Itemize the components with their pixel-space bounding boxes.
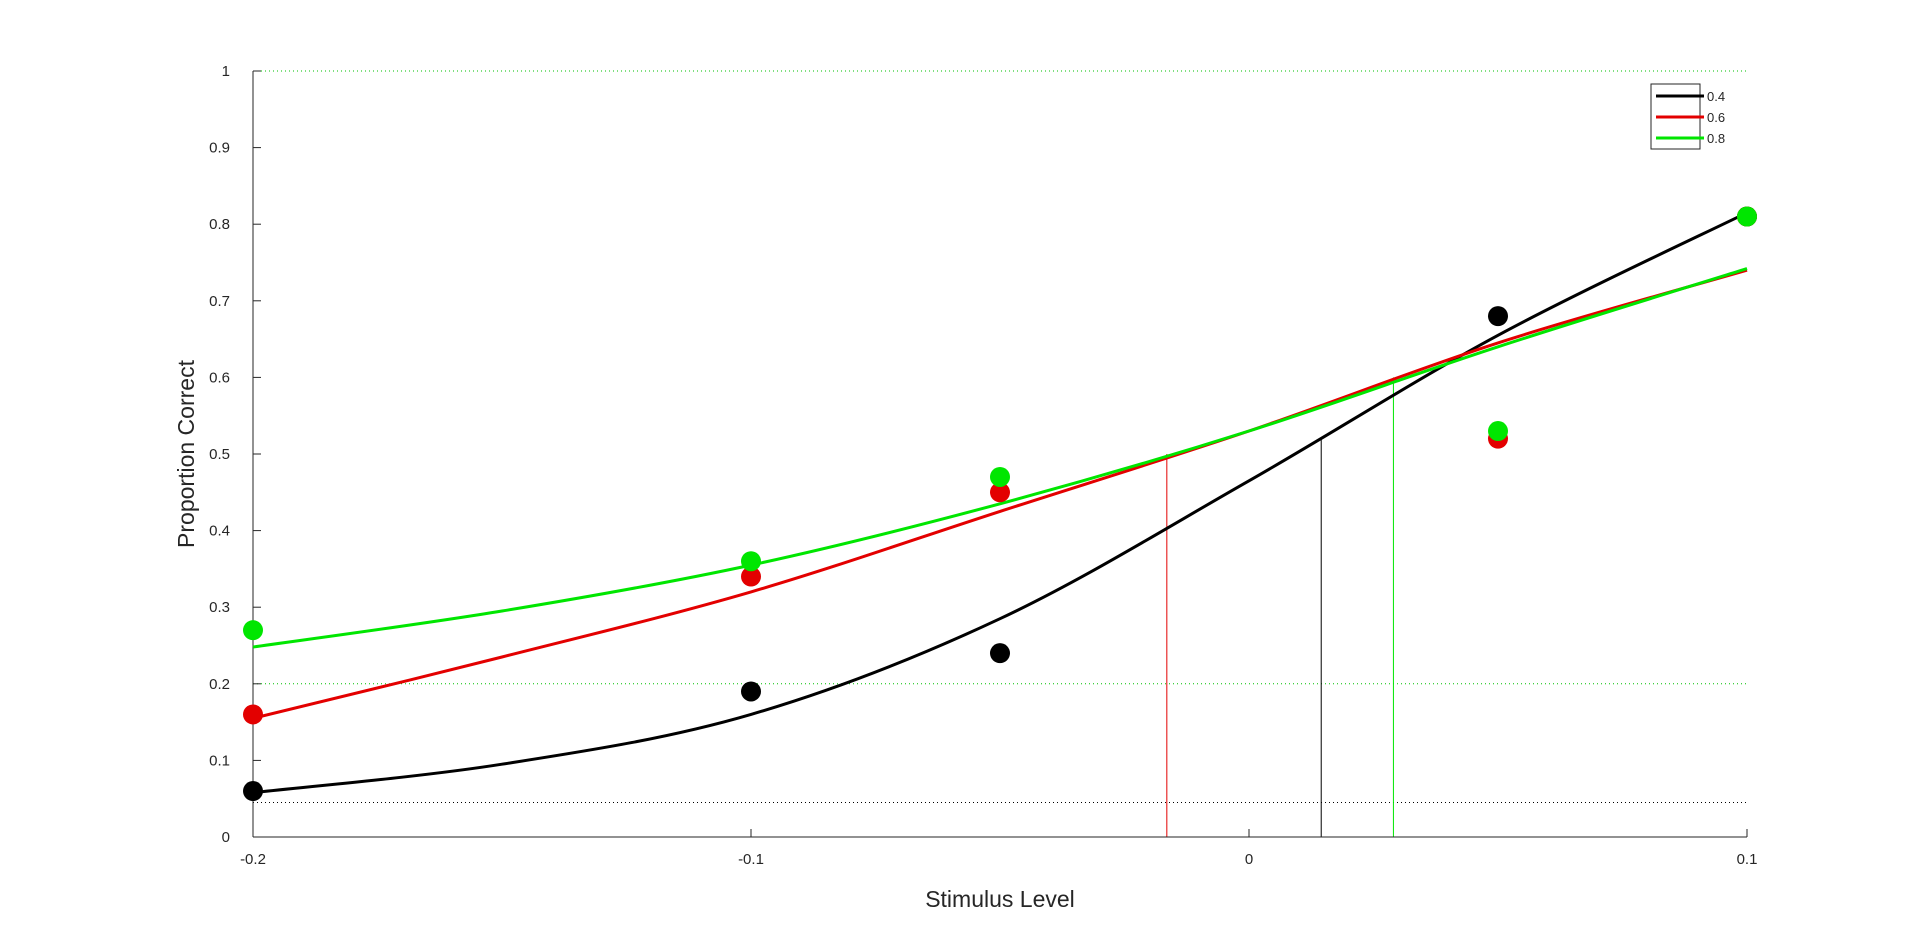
fit-curve-0.6	[252, 268, 1748, 720]
data-point-0.4	[243, 781, 263, 802]
y-tick-label: 0.4	[209, 523, 230, 540]
x-axis-title: Stimulus Level	[925, 886, 1075, 912]
fit-curves	[252, 211, 1748, 795]
data-point-0.4	[1488, 306, 1508, 327]
data-point-0.8	[990, 466, 1010, 487]
y-tick-labels: 0 0.1 0.2 0.3 0.4 0.5 0.6 0.7 0.8 0.9 1	[209, 63, 230, 846]
legend-label: 0.8	[1707, 131, 1725, 146]
data-point-0.6	[741, 566, 761, 587]
y-tick-label: 0.8	[209, 216, 230, 233]
x-tick-label: -0.2	[240, 851, 266, 868]
axes	[252, 71, 1747, 838]
data-point-0.6	[243, 704, 263, 725]
legend-label: 0.4	[1707, 89, 1725, 104]
legend: 0.4 0.6 0.8	[1650, 83, 1725, 150]
y-tick-label: 0.3	[209, 599, 230, 616]
y-tick-label: 0.6	[209, 369, 230, 386]
data-point-0.4	[741, 681, 761, 702]
fit-curve-0.4	[252, 211, 1748, 795]
data-point-0.8	[1737, 206, 1757, 227]
y-tick-label: 0.2	[209, 676, 230, 693]
y-tick-label: 0.7	[209, 293, 230, 310]
y-tick-label: 0.1	[209, 752, 230, 769]
tick-marks	[252, 70, 1748, 838]
x-tick-label: -0.1	[738, 851, 764, 868]
y-tick-label: 1	[222, 63, 230, 80]
data-point-0.8	[741, 551, 761, 572]
y-tick-label: 0	[222, 829, 230, 846]
y-tick-label: 0.5	[209, 446, 230, 463]
y-tick-label: 0.9	[209, 140, 230, 157]
y-axis-title: Proportion Correct	[173, 359, 199, 548]
data-point-0.8	[243, 620, 263, 641]
x-tick-label: 0.1	[1737, 851, 1758, 868]
data-points	[243, 206, 1757, 802]
legend-label: 0.6	[1707, 110, 1725, 125]
x-tick-label: 0	[1245, 851, 1253, 868]
fit-curve-0.8	[252, 267, 1748, 649]
reference-lines	[253, 70, 1747, 838]
data-point-0.8	[1488, 421, 1508, 442]
threshold-lines	[1166, 377, 1394, 837]
data-point-0.6	[990, 482, 1010, 503]
data-point-0.4	[990, 643, 1010, 664]
x-tick-labels: -0.2 -0.1 0 0.1	[240, 851, 1757, 868]
